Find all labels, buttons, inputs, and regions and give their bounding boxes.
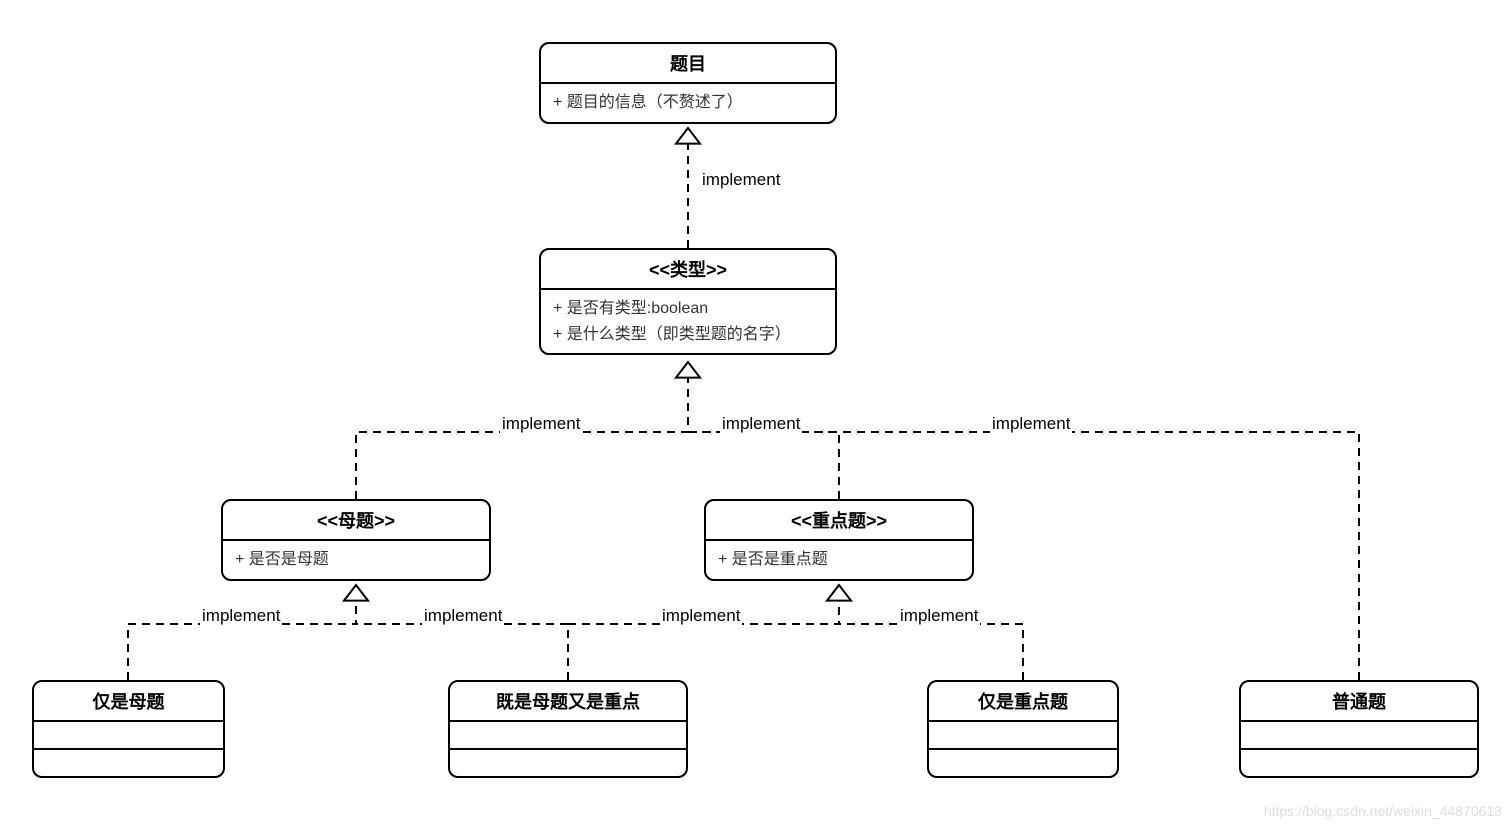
- node-both: 既是母题又是重点: [448, 680, 688, 778]
- node-only-zhong: 仅是重点题: [927, 680, 1119, 778]
- empty-section: [450, 722, 686, 750]
- edge-label: implement: [720, 414, 802, 434]
- edge-label: implement: [898, 606, 980, 626]
- empty-section: [1241, 750, 1477, 776]
- empty-section: [1241, 722, 1477, 750]
- node-muti-title: <<母题>>: [223, 501, 489, 541]
- attr-row: + 题目的信息（不赘述了）: [553, 90, 823, 116]
- node-timu: 题目 + 题目的信息（不赘述了）: [539, 42, 837, 124]
- node-leixing: <<类型>> + 是否有类型:boolean + 是什么类型（即类型题的名字）: [539, 248, 837, 355]
- attr-row: + 是否有类型:boolean: [553, 296, 823, 322]
- empty-section: [34, 722, 223, 750]
- node-timu-attrs: + 题目的信息（不赘述了）: [541, 84, 835, 122]
- node-muti-attrs: + 是否是母题: [223, 541, 489, 579]
- watermark-text: https://blog.csdn.net/weixin_44870613: [1264, 803, 1502, 819]
- node-putong-title: 普通题: [1241, 682, 1477, 722]
- node-zhongdian-title: <<重点题>>: [706, 501, 972, 541]
- node-timu-title: 题目: [541, 44, 835, 84]
- edge-label: implement: [700, 170, 782, 190]
- node-putong: 普通题: [1239, 680, 1479, 778]
- node-leixing-attrs: + 是否有类型:boolean + 是什么类型（即类型题的名字）: [541, 290, 835, 353]
- edge-label: implement: [660, 606, 742, 626]
- attr-row: + 是否是重点题: [718, 547, 960, 573]
- edge-label: implement: [500, 414, 582, 434]
- attr-row: + 是否是母题: [235, 547, 477, 573]
- edge-label: implement: [422, 606, 504, 626]
- empty-section: [929, 750, 1117, 776]
- attr-row: + 是什么类型（即类型题的名字）: [553, 322, 823, 348]
- empty-section: [34, 750, 223, 776]
- edge-label: implement: [990, 414, 1072, 434]
- edge-label: implement: [200, 606, 282, 626]
- node-only-zhong-title: 仅是重点题: [929, 682, 1117, 722]
- empty-section: [929, 722, 1117, 750]
- node-only-muti: 仅是母题: [32, 680, 225, 778]
- empty-section: [450, 750, 686, 776]
- node-both-title: 既是母题又是重点: [450, 682, 686, 722]
- node-zhongdian: <<重点题>> + 是否是重点题: [704, 499, 974, 581]
- node-zhongdian-attrs: + 是否是重点题: [706, 541, 972, 579]
- node-muti: <<母题>> + 是否是母题: [221, 499, 491, 581]
- node-leixing-title: <<类型>>: [541, 250, 835, 290]
- node-only-muti-title: 仅是母题: [34, 682, 223, 722]
